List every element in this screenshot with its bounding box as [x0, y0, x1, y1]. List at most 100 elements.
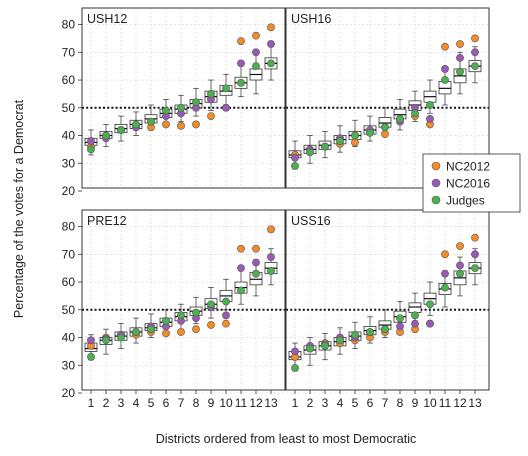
- point-judges-district-13: [267, 59, 275, 68]
- point-judges-district-10: [222, 84, 230, 93]
- point-judges-district-12: [252, 62, 260, 71]
- point-nc2016-district-9: [411, 319, 419, 328]
- legend-label-judges: Judges: [446, 194, 485, 208]
- point-nc2012-district-12: [456, 40, 464, 48]
- point-judges-district-10: [222, 297, 230, 306]
- point-nc2012-district-11: [441, 250, 449, 259]
- legend-label-nc2016: NC2016: [446, 177, 490, 191]
- panel-title: PRE12: [87, 214, 127, 228]
- point-judges-district-9: [207, 90, 215, 98]
- x-tick-label: 6: [367, 396, 374, 410]
- x-tick-label: 7: [382, 396, 389, 410]
- point-judges-district-8: [192, 98, 200, 107]
- x-tick-label: 3: [118, 396, 125, 410]
- point-nc2016-district-13: [471, 250, 479, 259]
- point-judges-district-12: [252, 269, 260, 278]
- point-judges-district-7: [381, 325, 389, 334]
- x-tick-label: 8: [397, 396, 404, 410]
- y-tick-label: 20: [62, 386, 76, 400]
- x-tick-label: 6: [163, 396, 170, 410]
- point-nc2012-district-7: [177, 121, 185, 130]
- x-tick-label: 9: [208, 396, 215, 410]
- point-judges-district-8: [192, 308, 200, 317]
- point-judges-district-12: [456, 269, 464, 278]
- point-judges-district-4: [336, 336, 344, 345]
- x-tick-label: 5: [148, 396, 155, 410]
- point-nc2012-district-11: [441, 42, 449, 51]
- point-nc2016-district-10: [426, 114, 434, 123]
- point-judges-district-9: [207, 300, 215, 309]
- point-judges-district-5: [147, 117, 155, 126]
- point-nc2012-district-12: [252, 244, 260, 253]
- point-judges-district-5: [351, 131, 359, 140]
- point-nc2012-district-9: [207, 321, 215, 329]
- x-tick-label: 10: [219, 396, 233, 410]
- point-nc2016-district-13: [471, 48, 479, 57]
- x-tick-label: 7: [178, 396, 185, 410]
- point-judges-district-6: [366, 328, 374, 336]
- point-nc2016-district-11: [441, 65, 449, 73]
- point-judges-district-2: [306, 344, 314, 353]
- point-judges-district-13: [471, 264, 479, 273]
- y-tick-label: 50: [62, 303, 76, 317]
- point-nc2012-district-13: [267, 225, 275, 234]
- point-nc2012-district-7: [177, 328, 185, 336]
- y-tick-label: 20: [62, 184, 76, 198]
- point-judges-district-9: [411, 311, 419, 320]
- point-judges-district-11: [237, 286, 245, 295]
- point-judges-district-10: [426, 300, 434, 309]
- point-nc2016-district-13: [267, 253, 275, 261]
- y-axis-title: Percentage of the votes for a Democrat: [12, 99, 26, 318]
- point-nc2012-district-11: [237, 244, 245, 253]
- point-judges-district-4: [336, 137, 344, 145]
- point-nc2016-district-11: [237, 264, 245, 273]
- y-tick-label: 80: [62, 18, 76, 32]
- point-judges-district-3: [117, 126, 125, 134]
- point-judges-district-5: [351, 330, 359, 339]
- y-tick-label: 70: [62, 45, 76, 59]
- point-nc2016-district-1: [87, 137, 95, 145]
- point-nc2012-district-7: [381, 130, 389, 139]
- y-tick-label: 60: [62, 275, 76, 289]
- legend-swatch-judges: [431, 195, 441, 205]
- x-tick-label: 11: [235, 396, 248, 410]
- box-district-12: [249, 51, 263, 95]
- point-nc2016-district-12: [456, 261, 464, 270]
- x-tick-label: 4: [337, 396, 344, 410]
- panel-frame: [81, 209, 286, 391]
- point-nc2012-district-6: [162, 120, 170, 129]
- point-judges-district-11: [441, 283, 449, 292]
- point-judges-district-3: [321, 341, 329, 350]
- box-district-10: [423, 281, 437, 316]
- x-tick-label: 12: [453, 396, 467, 410]
- box-district-11: [438, 68, 452, 106]
- point-judges-district-5: [147, 325, 155, 334]
- point-judges-district-2: [306, 148, 314, 157]
- x-tick-label: 5: [352, 396, 359, 410]
- point-judges-district-4: [132, 328, 140, 336]
- point-nc2016-district-13: [267, 40, 275, 48]
- box-district-11: [234, 267, 248, 305]
- panel-frame: [285, 209, 490, 391]
- point-nc2012-district-10: [222, 319, 230, 328]
- panel-ush12: USH12 20 30 40 50 60 70 80: [62, 7, 286, 198]
- panel-title: USH12: [87, 12, 127, 26]
- point-nc2016-district-8: [396, 322, 404, 331]
- y-tick-label: 80: [62, 220, 76, 234]
- point-judges-district-1: [87, 145, 95, 154]
- panel-title: USH16: [291, 12, 331, 26]
- point-judges-district-11: [441, 76, 449, 84]
- panel-frame: [285, 7, 490, 189]
- x-tick-label: 13: [264, 396, 278, 410]
- point-nc2012-district-13: [471, 34, 479, 43]
- point-judges-district-3: [117, 333, 125, 342]
- x-tick-label: 2: [103, 396, 110, 410]
- point-nc2016-district-12: [252, 48, 260, 57]
- y-tick-label: 50: [62, 101, 76, 115]
- x-tick-label: 1: [88, 396, 95, 410]
- point-judges-district-1: [291, 162, 299, 170]
- point-judges-district-11: [237, 78, 245, 87]
- point-judges-district-10: [426, 101, 434, 109]
